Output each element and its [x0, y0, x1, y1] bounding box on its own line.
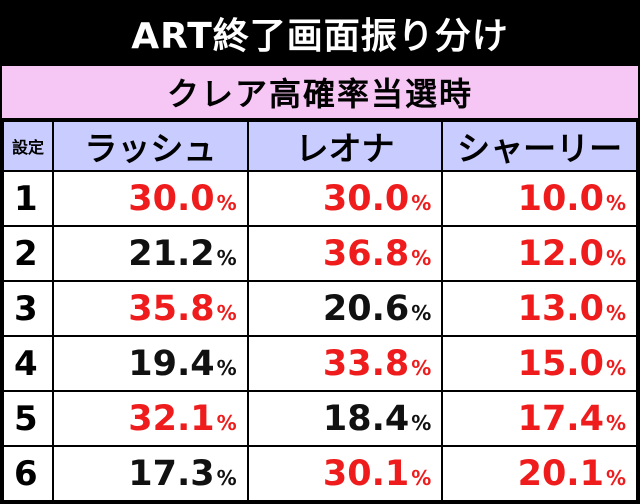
percent-unit: % [605, 465, 626, 490]
percentage-cell: 17.3% [54, 447, 247, 500]
setting-cell: 2 [4, 227, 52, 280]
percent-unit: % [216, 245, 237, 270]
percentage-cell: 15.0% [443, 337, 636, 390]
percentage-value: 18.4 [322, 398, 410, 439]
header-column-shirley: シャーリー [443, 122, 636, 170]
percentage-value: 19.4 [128, 343, 215, 384]
percentage-cell: 30.0% [54, 172, 247, 225]
setting-cell: 6 [4, 447, 52, 500]
percentage-cell: 17.4% [443, 392, 636, 445]
table-row: 3 35.8% 20.6% 13.0% [4, 282, 636, 335]
percent-unit: % [216, 465, 237, 490]
header-row: 設定 ラッシュ レオナ シャーリー [4, 122, 636, 170]
percentage-cell: 10.0% [443, 172, 636, 225]
percent-unit: % [605, 410, 626, 435]
percent-unit: % [605, 355, 626, 380]
percentage-value: 13.0 [517, 288, 604, 329]
percentage-value: 35.8 [128, 288, 215, 329]
setting-cell: 1 [4, 172, 52, 225]
percent-unit: % [605, 300, 626, 325]
header-setting: 設定 [4, 122, 52, 170]
table-subtitle: クレア高確率当選時 [2, 66, 638, 118]
setting-cell: 5 [4, 392, 52, 445]
percentage-value: 32.1 [128, 398, 215, 439]
percentage-cell: 36.8% [248, 227, 442, 280]
table-row: 5 32.1% 18.4% 17.4% [4, 392, 636, 445]
percentage-cell: 12.0% [443, 227, 636, 280]
percentage-value: 30.1 [322, 453, 410, 494]
table-row: 1 30.0% 30.0% 10.0% [4, 172, 636, 225]
percent-unit: % [605, 190, 626, 215]
percentage-value: 36.8 [322, 233, 410, 274]
percent-unit: % [216, 410, 237, 435]
percentage-value: 10.0 [517, 178, 604, 219]
percentage-value: 12.0 [517, 233, 604, 274]
percentage-cell: 18.4% [248, 392, 442, 445]
percentage-value: 17.4 [517, 398, 604, 439]
percentage-cell: 20.1% [443, 447, 636, 500]
percent-unit: % [411, 245, 432, 270]
percent-unit: % [216, 300, 237, 325]
percentage-cell: 20.6% [248, 282, 442, 335]
page-title: ART終了画面振り分け [131, 16, 509, 57]
distribution-table: 設定 ラッシュ レオナ シャーリー 1 30.0% 30.0% 10.0% 2 21.2%… [2, 120, 638, 502]
percent-unit: % [605, 245, 626, 270]
percent-unit: % [411, 300, 432, 325]
percentage-cell: 19.4% [54, 337, 247, 390]
percent-unit: % [216, 190, 237, 215]
percentage-value: 15.0 [517, 343, 604, 384]
percentage-value: 30.0 [322, 178, 410, 219]
table-row: 6 17.3% 30.1% 20.1% [4, 447, 636, 500]
table-row: 2 21.2% 36.8% 12.0% [4, 227, 636, 280]
percentage-value: 21.2 [128, 233, 215, 274]
percentage-value: 20.6 [322, 288, 410, 329]
percentage-value: 17.3 [128, 453, 215, 494]
percentage-cell: 21.2% [54, 227, 247, 280]
percentage-cell: 13.0% [443, 282, 636, 335]
percent-unit: % [411, 465, 432, 490]
percent-unit: % [411, 355, 432, 380]
percentage-cell: 30.1% [248, 447, 442, 500]
table-row: 4 19.4% 33.8% 15.0% [4, 337, 636, 390]
percentage-value: 33.8 [322, 343, 410, 384]
percentage-cell: 30.0% [248, 172, 442, 225]
header-column-leona: レオナ [248, 122, 442, 170]
percentage-cell: 32.1% [54, 392, 247, 445]
percent-unit: % [411, 190, 432, 215]
header-column-rush: ラッシュ [54, 122, 247, 170]
percentage-cell: 35.8% [54, 282, 247, 335]
percent-unit: % [216, 355, 237, 380]
percentage-value: 20.1 [517, 453, 604, 494]
percentage-value: 30.0 [128, 178, 215, 219]
setting-cell: 3 [4, 282, 52, 335]
percentage-cell: 33.8% [248, 337, 442, 390]
percent-unit: % [411, 410, 432, 435]
setting-cell: 4 [4, 337, 52, 390]
